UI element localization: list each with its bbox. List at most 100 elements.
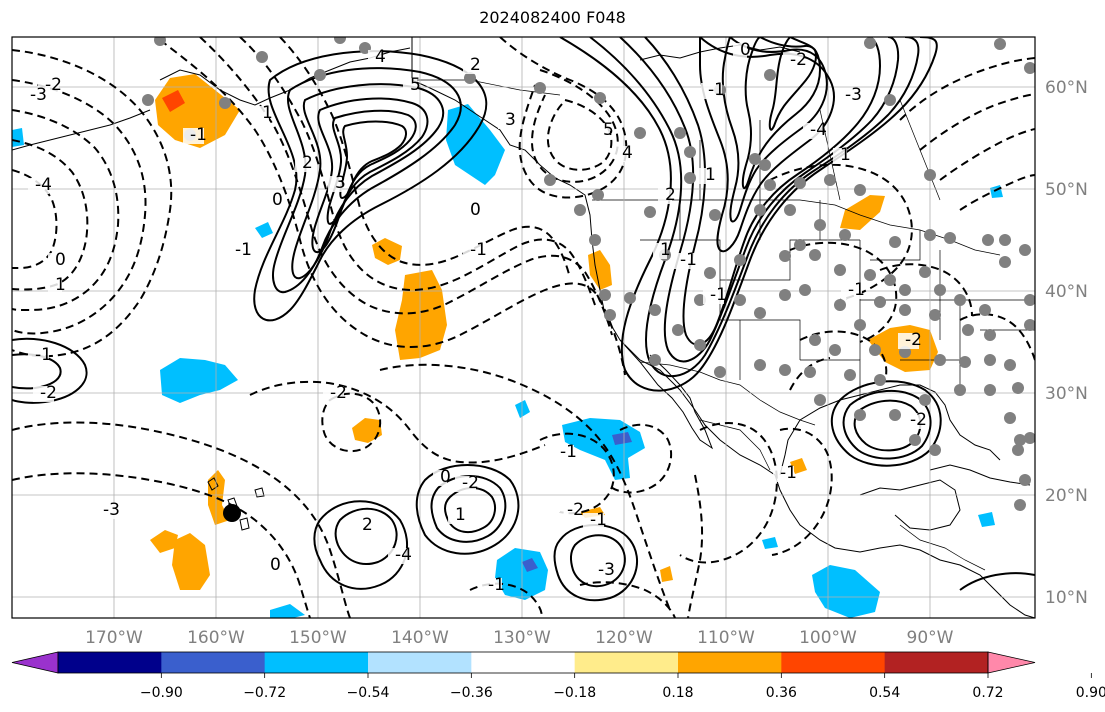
- contour-label: -1: [35, 345, 52, 365]
- contour-label-bg: [903, 413, 924, 429]
- contour-label-bg: [183, 128, 204, 144]
- contour-label-bg: [773, 466, 794, 482]
- longitude-label: 140°W: [391, 628, 449, 648]
- contour-label: -2: [40, 383, 57, 403]
- station-marker: [794, 177, 806, 189]
- station-marker: [764, 69, 776, 81]
- contour-label-bg: [403, 78, 417, 94]
- station-marker: [1014, 434, 1026, 446]
- station-marker: [154, 37, 166, 46]
- longitude-label: 160°W: [187, 628, 245, 648]
- negative-anomaly-patch: [495, 548, 548, 600]
- colorbar-tick-label: 0.90: [1076, 685, 1105, 701]
- state-line: [870, 230, 921, 261]
- contour-label: 1: [262, 103, 273, 123]
- contour-label: 0: [440, 467, 451, 487]
- colorbar-tick-label: −0.18: [553, 685, 596, 701]
- station-marker: [599, 289, 611, 301]
- contour-label-bg: [48, 278, 62, 294]
- contour-label-bg: [323, 386, 344, 402]
- contour-label-bg: [596, 123, 610, 139]
- positive-anomaly-patch: [660, 566, 673, 582]
- contour-label: 0: [272, 190, 283, 210]
- positive-anomaly-patch: [395, 270, 447, 360]
- station-marker: [684, 146, 696, 158]
- contour-label-bg: [463, 243, 484, 259]
- contour-label-bg: [48, 253, 62, 269]
- map-frame: [11, 36, 1036, 619]
- latitude-label: 20°N: [1045, 486, 1088, 506]
- contour-label-bg: [33, 386, 54, 402]
- negative-contours: [12, 37, 1035, 618]
- longitude-axis: 170°W 160°W 150°W 140°W 130°W 120°W 110°W 100°W…: [85, 628, 954, 648]
- station-marker: [779, 364, 791, 376]
- contour-label-bg: [615, 146, 629, 162]
- station-marker: [984, 329, 996, 341]
- station-marker: [814, 394, 826, 406]
- colorbar-segment: [678, 652, 782, 673]
- station-marker: [919, 394, 931, 406]
- station-marker: [984, 384, 996, 396]
- station-marker: [944, 232, 956, 244]
- station-marker: [142, 94, 154, 106]
- negative-anomaly-patch: [270, 604, 305, 618]
- contour-label: 5: [603, 120, 614, 140]
- colorbar: −0.90 −0.72 −0.54 −0.36 −0.18 0.18 0.36 0.54 0.7…: [11, 651, 1105, 701]
- contour-label: -1: [710, 285, 727, 305]
- station-marker: [779, 250, 791, 262]
- positive-anomaly-patch: [150, 530, 178, 553]
- contour-label: 1: [660, 240, 671, 260]
- colorbar-tick-label: −0.54: [347, 685, 390, 701]
- colorbar-segment: [161, 652, 266, 673]
- contour-label-bg: [698, 168, 712, 184]
- station-marker: [634, 127, 646, 139]
- contour-label: 1: [705, 165, 716, 185]
- station-marker: [954, 294, 966, 306]
- station-marker: [704, 267, 716, 279]
- hudson-coastline: [639, 44, 801, 61]
- contour-label: -4: [810, 120, 827, 140]
- station-marker: [1019, 474, 1031, 486]
- contour-label: 4: [375, 47, 386, 67]
- station-marker: [574, 204, 586, 216]
- contour-label-bg: [448, 508, 462, 524]
- contour-label-bg: [841, 283, 862, 299]
- contour-label: -2: [905, 330, 922, 350]
- station-marker: [834, 299, 846, 311]
- positive-anomaly-patch: [352, 418, 382, 443]
- negative-anomaly-core: [522, 558, 538, 572]
- north-america-coastline: [411, 37, 1035, 618]
- station-marker: [884, 94, 896, 106]
- longitude-label: 120°W: [595, 628, 653, 648]
- station-marker: [779, 289, 791, 301]
- station-marker: [814, 219, 826, 231]
- station-marker: [1024, 62, 1035, 74]
- contour-label-bg: [833, 148, 847, 164]
- contour-label: 0: [55, 250, 66, 270]
- positive-anomaly-patch: [790, 458, 807, 474]
- station-marker: [784, 204, 796, 216]
- longitude-label: 130°W: [493, 628, 551, 648]
- latitude-label: 10°N: [1045, 588, 1088, 608]
- station-marker: [314, 69, 326, 81]
- contour-label-bg: [673, 253, 694, 269]
- contour-label-bg: [28, 348, 49, 364]
- station-marker: [464, 72, 476, 84]
- station-marker: [924, 169, 936, 181]
- us-mexico-border: [639, 361, 816, 426]
- station-marker: [864, 37, 876, 49]
- contour-label-bg: [355, 518, 369, 534]
- station-marker: [829, 344, 841, 356]
- contour-label-bg: [23, 88, 44, 104]
- station-marker: [1012, 444, 1024, 456]
- contour-label-bg: [783, 53, 804, 69]
- station-marker: [999, 234, 1011, 246]
- contour-label: 0: [270, 555, 281, 575]
- station-marker: [1014, 499, 1026, 511]
- station-marker: [694, 339, 706, 351]
- station-marker: [219, 97, 231, 109]
- central-america-borders: [899, 524, 986, 571]
- station-marker: [874, 296, 886, 308]
- station-marker: [754, 307, 766, 319]
- station-marker: [714, 366, 726, 378]
